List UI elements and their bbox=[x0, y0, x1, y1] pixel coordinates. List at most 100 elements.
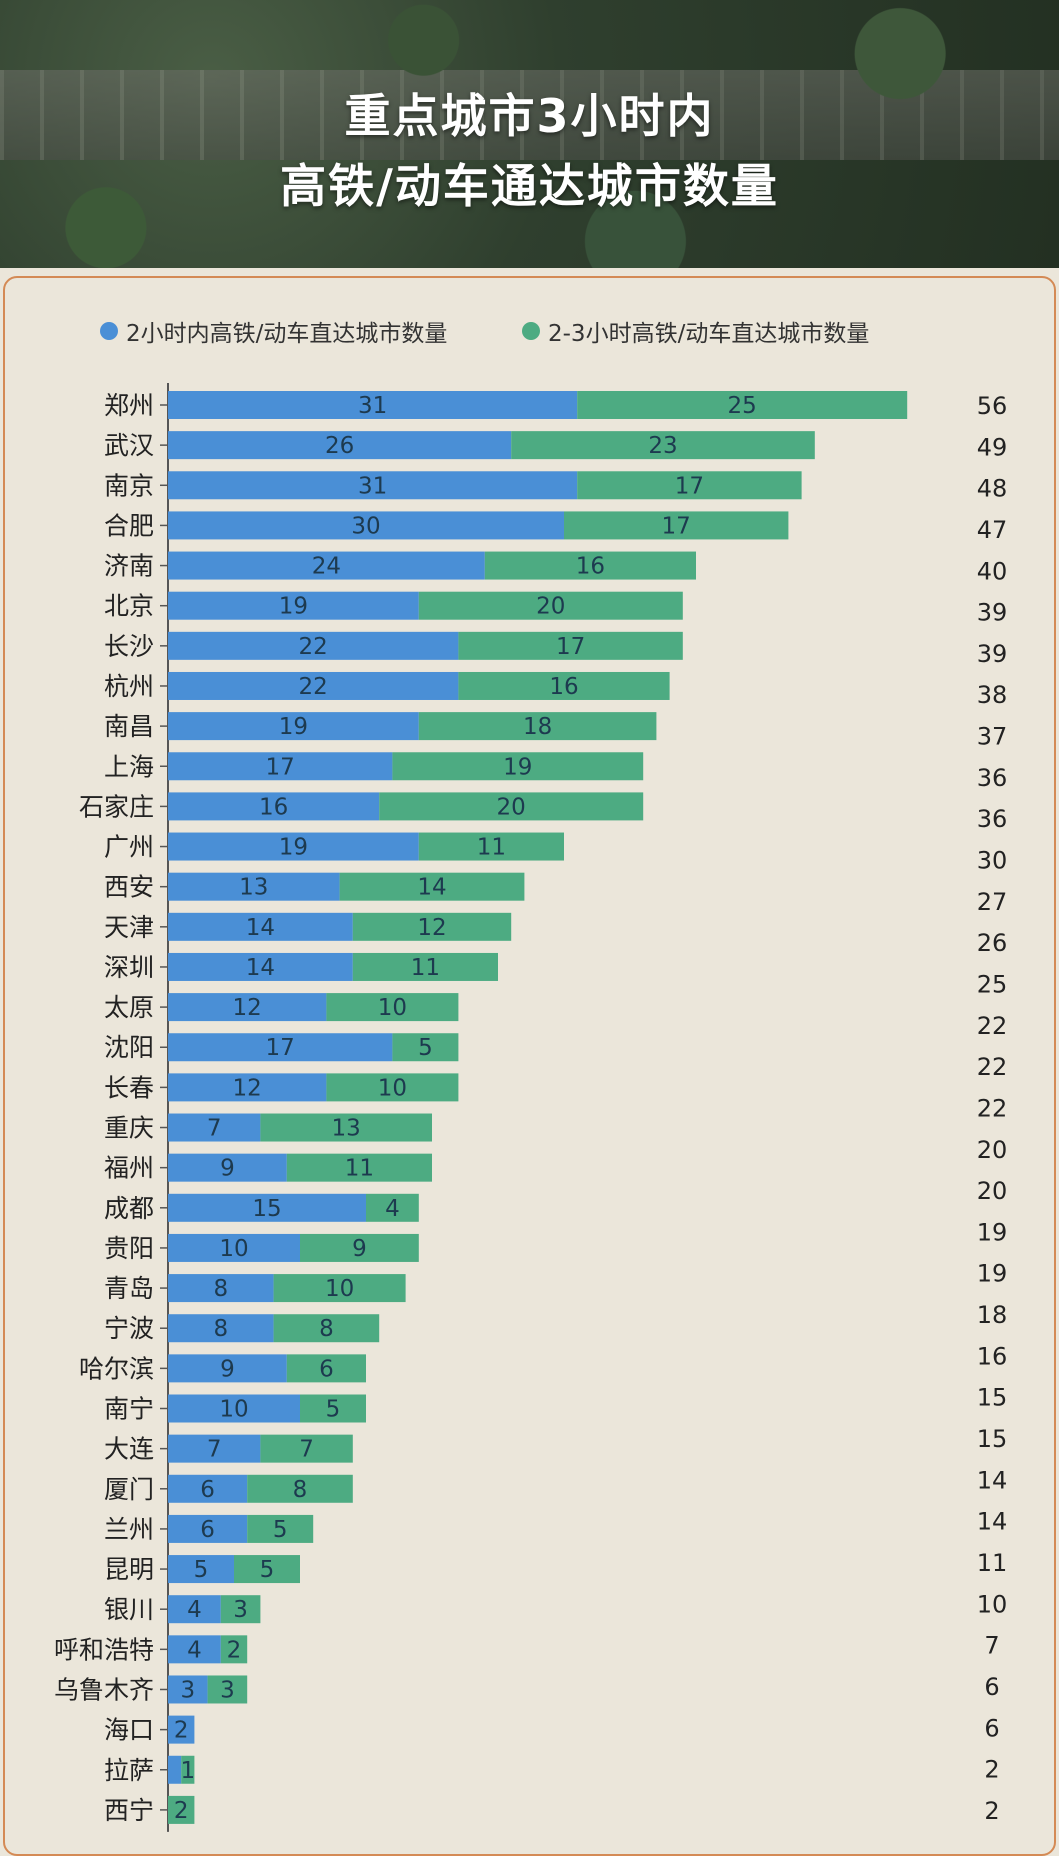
bar-segment-2-3h bbox=[418, 712, 657, 741]
bar-segment-2-3h bbox=[484, 551, 696, 580]
total-label: 26 bbox=[977, 929, 1008, 957]
bar-segment-2-3h bbox=[577, 391, 908, 419]
bar-segment-2-3h bbox=[168, 1795, 195, 1824]
data-label: 5 bbox=[260, 1557, 275, 1583]
category-label: 郑州 bbox=[104, 391, 154, 420]
legend-item-2-3h: 2-3小时高铁/动车直达城市数量 bbox=[522, 314, 869, 348]
data-label: 16 bbox=[576, 554, 605, 580]
category-label: 乌鲁木齐 bbox=[54, 1675, 154, 1704]
category-label: 南京 bbox=[104, 471, 154, 500]
bar-segment-2h bbox=[168, 1595, 221, 1624]
bar-segment-2h bbox=[168, 712, 419, 741]
bar-segment-2h bbox=[168, 792, 380, 821]
data-label: 4 bbox=[187, 1637, 202, 1663]
data-label: 7 bbox=[207, 1437, 222, 1463]
category-label: 济南 bbox=[104, 552, 154, 581]
data-label: 17 bbox=[266, 754, 295, 780]
category-label: 福州 bbox=[104, 1154, 154, 1183]
data-label: 30 bbox=[351, 513, 380, 539]
data-label: 17 bbox=[266, 1035, 295, 1061]
bar-segment-2h bbox=[168, 832, 419, 861]
bar-segment-2h bbox=[168, 1514, 248, 1543]
bar-segment-2h bbox=[168, 431, 512, 460]
category-label: 哈尔滨 bbox=[79, 1354, 154, 1383]
data-label: 22 bbox=[299, 634, 328, 660]
legend-dot-green bbox=[522, 322, 540, 340]
category-label: 沈阳 bbox=[104, 1033, 154, 1062]
category-label: 深圳 bbox=[104, 953, 154, 982]
data-label: 5 bbox=[418, 1035, 433, 1061]
data-label: 31 bbox=[358, 473, 387, 499]
bar-segment-2h bbox=[168, 511, 564, 540]
total-label: 39 bbox=[977, 599, 1008, 627]
bar-segment-2-3h bbox=[260, 1113, 432, 1142]
data-label: 26 bbox=[325, 433, 354, 459]
total-label: 7 bbox=[984, 1632, 999, 1660]
bar-segment-2h bbox=[168, 1394, 300, 1423]
data-label: 11 bbox=[477, 835, 506, 861]
total-label: 48 bbox=[977, 475, 1008, 503]
bar-segment-2-3h bbox=[220, 1595, 261, 1624]
data-label: 3 bbox=[233, 1597, 248, 1623]
data-label: 10 bbox=[325, 1276, 354, 1302]
category-label: 上海 bbox=[104, 752, 154, 781]
total-label: 47 bbox=[977, 516, 1008, 544]
data-label: 9 bbox=[220, 1356, 235, 1382]
total-label: 27 bbox=[977, 888, 1008, 916]
data-label: 17 bbox=[556, 634, 585, 660]
data-label: 16 bbox=[549, 674, 578, 700]
category-label: 昆明 bbox=[104, 1555, 154, 1584]
total-label: 36 bbox=[977, 805, 1008, 833]
data-label: 14 bbox=[417, 875, 446, 901]
data-label: 12 bbox=[417, 915, 446, 941]
bar-segment-2-3h bbox=[207, 1675, 248, 1704]
bar-segment-2-3h bbox=[273, 1274, 406, 1303]
total-label: 11 bbox=[977, 1549, 1008, 1577]
bar-segment-2h bbox=[168, 1193, 366, 1222]
bar-segment-2h bbox=[168, 1073, 327, 1102]
data-label: 5 bbox=[194, 1557, 209, 1583]
total-label: 22 bbox=[977, 1094, 1008, 1122]
legend-label: 2-3小时高铁/动车直达城市数量 bbox=[548, 321, 870, 347]
total-label: 25 bbox=[977, 970, 1008, 998]
category-label: 武汉 bbox=[104, 431, 154, 460]
data-label: 18 bbox=[523, 714, 552, 740]
bar-segment-2-3h bbox=[300, 1394, 366, 1423]
category-label: 兰州 bbox=[104, 1515, 154, 1544]
category-label: 拉萨 bbox=[104, 1756, 154, 1785]
bar-segment-2h bbox=[168, 952, 353, 981]
bar-segment-2h bbox=[168, 1153, 287, 1182]
category-label: 西宁 bbox=[104, 1796, 154, 1825]
data-label: 12 bbox=[233, 995, 262, 1021]
data-label: 13 bbox=[332, 1116, 361, 1142]
category-label: 天津 bbox=[104, 913, 154, 942]
category-label: 西安 bbox=[104, 873, 154, 902]
bar-segment-2h bbox=[168, 1675, 208, 1704]
bar-segment-2h bbox=[168, 1274, 274, 1303]
bar-segment-2h bbox=[168, 1715, 195, 1744]
data-label: 23 bbox=[648, 433, 677, 459]
total-label: 20 bbox=[977, 1136, 1008, 1164]
total-label: 22 bbox=[977, 1012, 1008, 1040]
data-label: 15 bbox=[252, 1196, 281, 1222]
category-label: 宁波 bbox=[104, 1314, 154, 1343]
total-label: 6 bbox=[984, 1714, 999, 1742]
bar-segment-2-3h bbox=[181, 1755, 195, 1784]
total-label: 14 bbox=[977, 1466, 1008, 1494]
bar-segment-2h bbox=[168, 912, 353, 941]
title-line-1: 重点城市3小时内 bbox=[344, 89, 715, 143]
bar-segment-2-3h bbox=[300, 1233, 419, 1262]
bar-segment-2-3h bbox=[366, 1193, 419, 1222]
bar-segment-2h bbox=[168, 391, 578, 419]
legend-label: 2小时内高铁/动车直达城市数量 bbox=[126, 321, 448, 347]
data-label: 16 bbox=[259, 794, 288, 820]
forest-background bbox=[0, 0, 1059, 268]
data-label: 4 bbox=[385, 1196, 400, 1222]
bar-segment-2h bbox=[168, 1755, 182, 1784]
category-label: 广州 bbox=[104, 833, 154, 862]
bar-segment-2h bbox=[168, 1354, 287, 1383]
data-label: 19 bbox=[279, 714, 308, 740]
header-photo: 重点城市3小时内 高铁/动车通达城市数量 bbox=[0, 0, 1059, 268]
data-label: 8 bbox=[293, 1477, 308, 1503]
